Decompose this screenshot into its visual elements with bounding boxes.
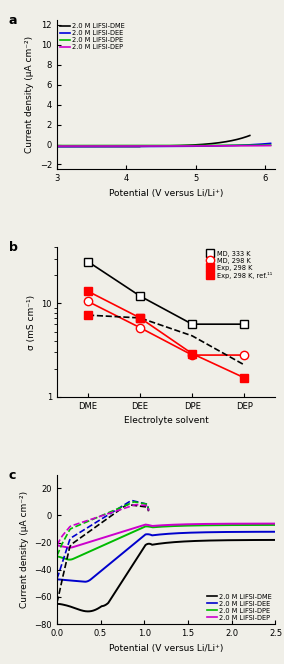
Exp, 298 K, ref.¹¹ [138,314,142,322]
Legend: MD, 333 K, MD, 298 K, Exp, 298 K, Exp, 298 K, ref.¹¹: MD, 333 K, MD, 298 K, Exp, 298 K, Exp, 2… [205,250,272,279]
Line: MD, 298 K: MD, 298 K [84,297,249,359]
Exp, 298 K, ref.¹¹ [86,311,90,319]
Legend: 2.0 M LiFSI-DME, 2.0 M LiFSI-DEE, 2.0 M LiFSI-DPE, 2.0 M LiFSI-DEP: 2.0 M LiFSI-DME, 2.0 M LiFSI-DEE, 2.0 M … [207,594,272,621]
MD, 333 K [243,320,246,328]
MD, 333 K [138,292,142,300]
Exp, 298 K [191,350,194,358]
Line: Exp, 298 K: Exp, 298 K [84,287,249,382]
X-axis label: Potential (V versus Li/Li⁺): Potential (V versus Li/Li⁺) [109,643,223,653]
Line: MD, 333 K: MD, 333 K [84,258,249,328]
Text: b: b [9,241,18,254]
MD, 298 K [86,297,90,305]
MD, 298 K [191,351,194,359]
X-axis label: Potential (V versus Li/Li⁺): Potential (V versus Li/Li⁺) [109,189,223,198]
MD, 333 K [191,320,194,328]
Text: a: a [9,14,17,27]
Y-axis label: Current density (μA cm⁻²): Current density (μA cm⁻²) [25,36,34,153]
MD, 298 K [138,324,142,332]
X-axis label: Electrolyte solvent: Electrolyte solvent [124,416,208,425]
Y-axis label: Current density (μA cm⁻²): Current density (μA cm⁻²) [20,491,29,608]
Exp, 298 K [138,314,142,322]
Legend: 2.0 M LiFSI-DME, 2.0 M LiFSI-DEE, 2.0 M LiFSI-DPE, 2.0 M LiFSI-DEP: 2.0 M LiFSI-DME, 2.0 M LiFSI-DEE, 2.0 M … [60,23,125,50]
MD, 298 K [243,351,246,359]
Exp, 298 K [86,288,90,295]
Exp, 298 K [243,374,246,382]
Line: Exp, 298 K, ref.¹¹: Exp, 298 K, ref.¹¹ [84,311,144,322]
Text: c: c [9,469,16,481]
Y-axis label: σ (mS cm⁻¹): σ (mS cm⁻¹) [27,294,36,350]
MD, 333 K [86,258,90,266]
